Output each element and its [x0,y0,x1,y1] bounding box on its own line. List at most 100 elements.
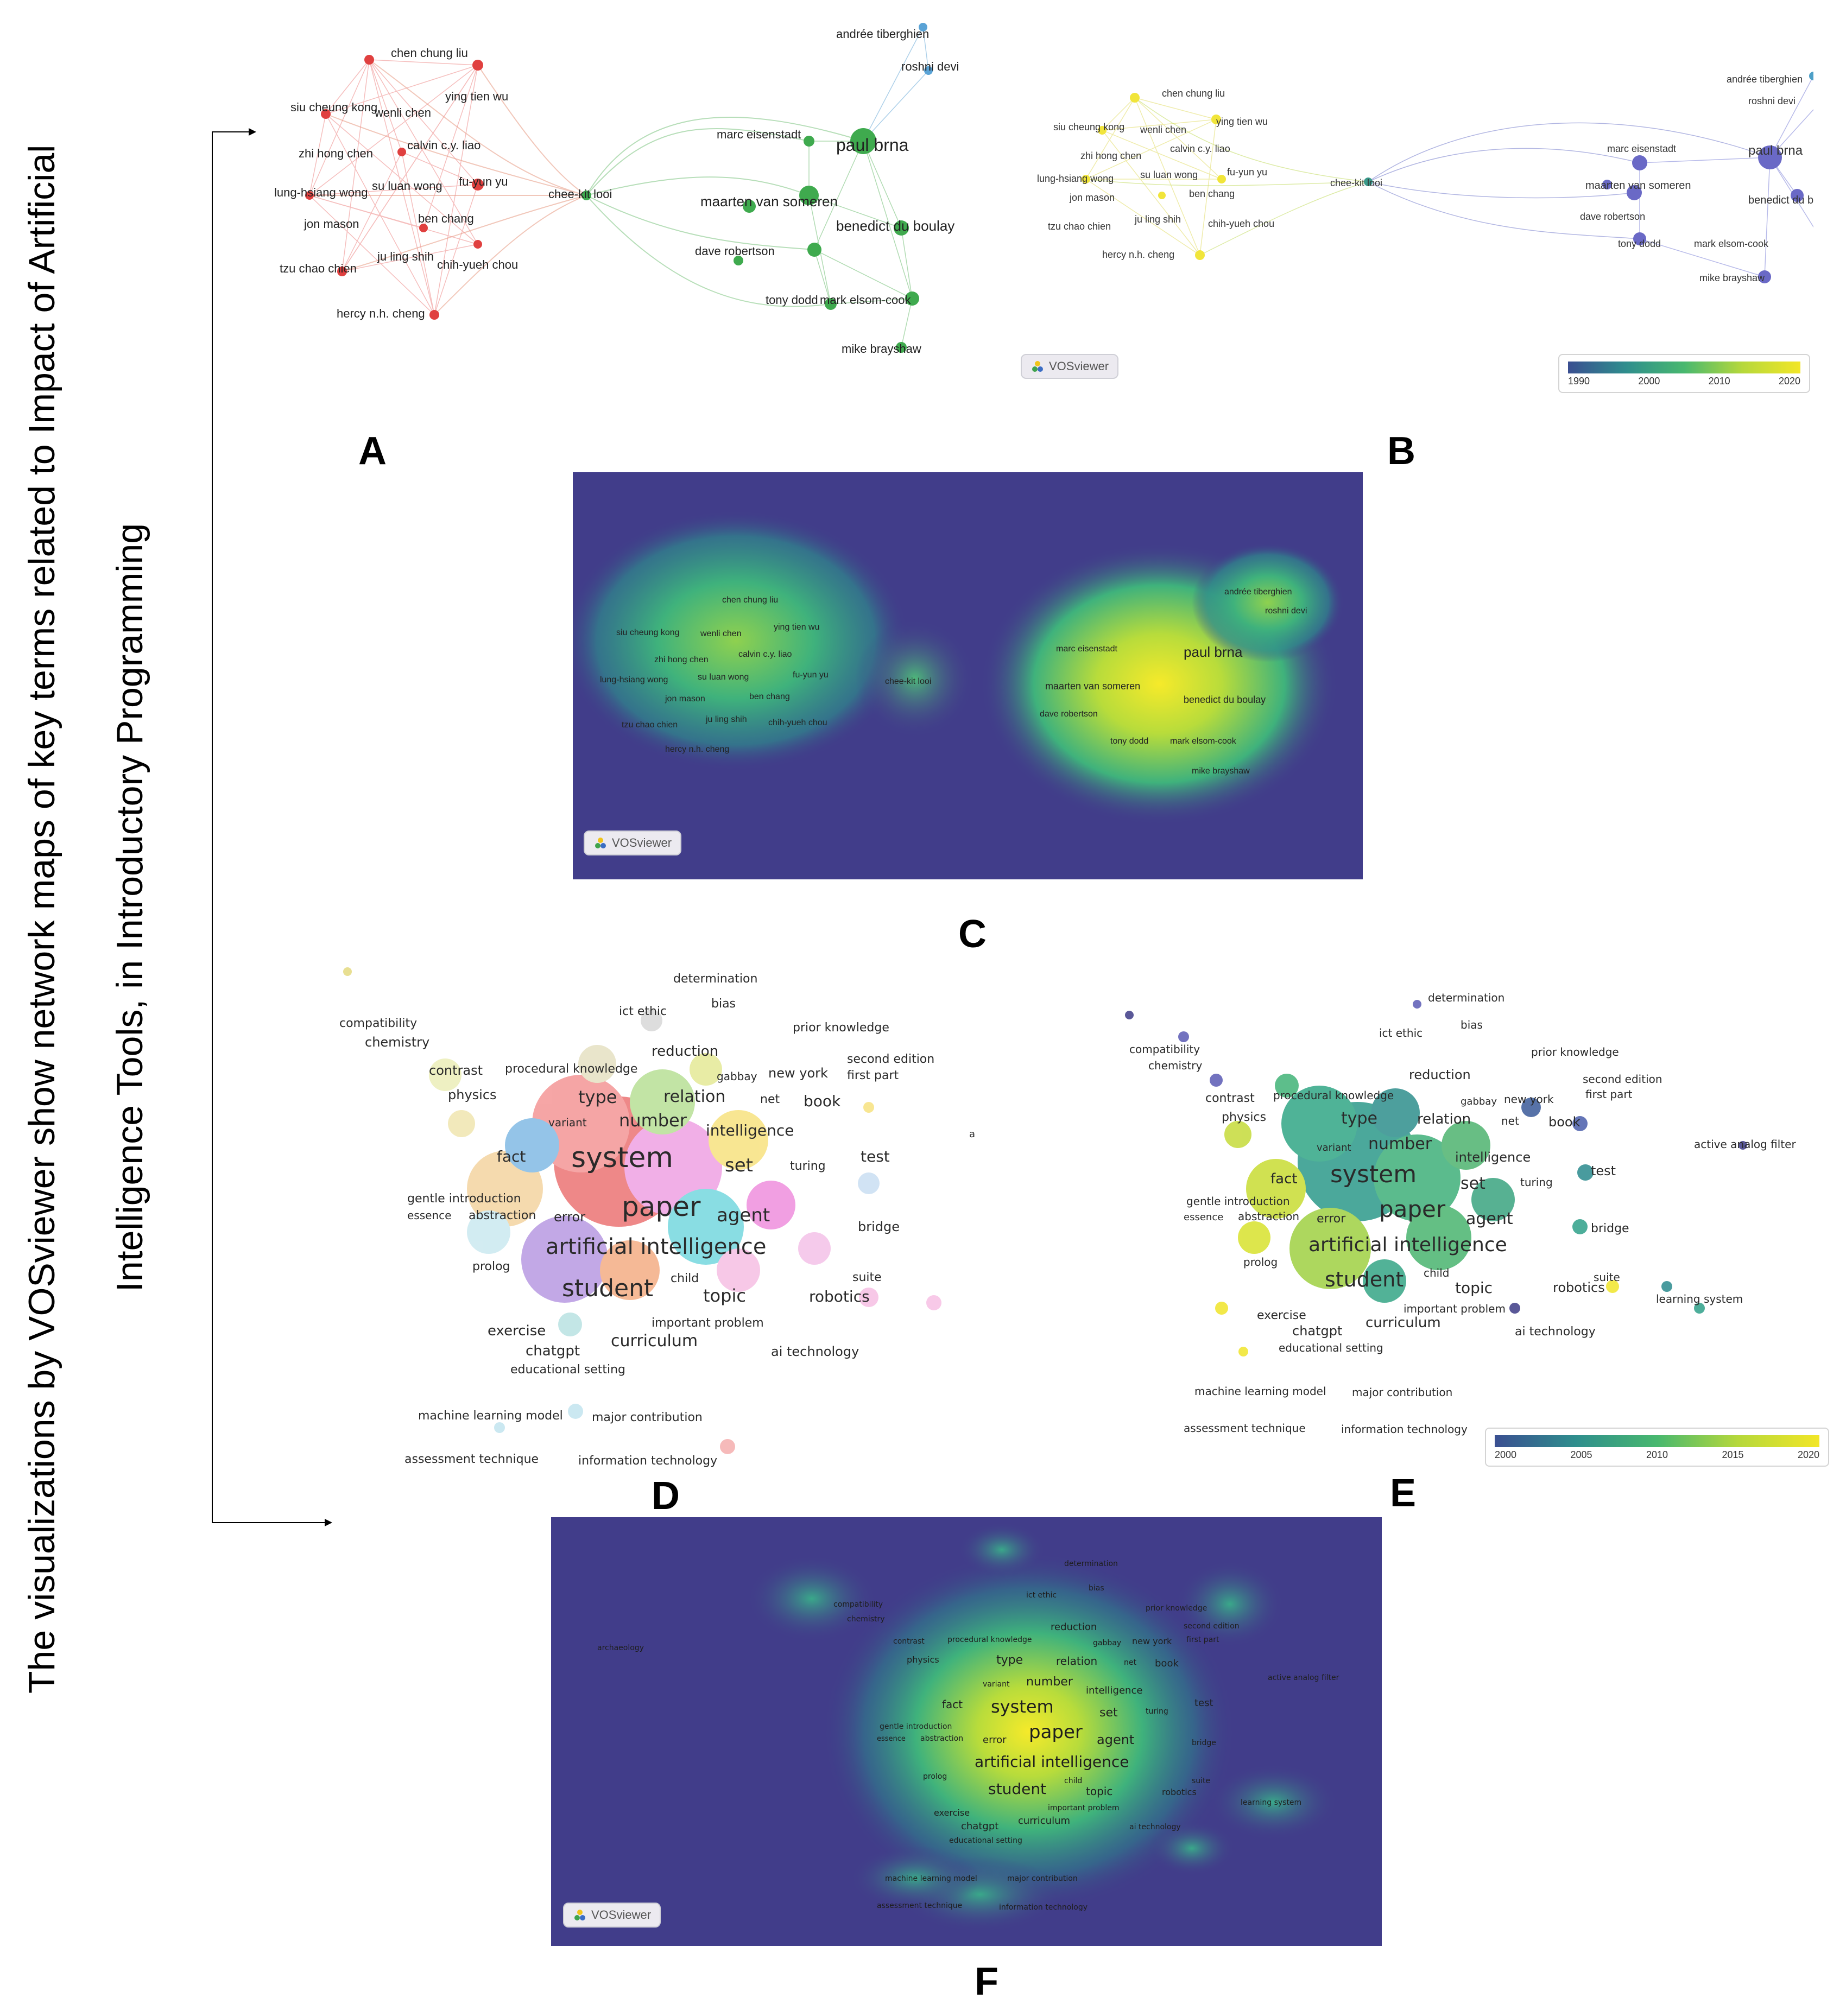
node-label-a-11: tzu chao chien [280,262,357,275]
term-label-f-24: set [1099,1706,1118,1720]
node-label-b-21: tony dodd [1618,238,1661,249]
term-label-f-13: physics [907,1654,939,1665]
term-label-d-24: set [725,1155,753,1176]
term-label-d-9: contrast [429,1063,483,1078]
term-label-d-26: test [861,1148,890,1165]
node-label-a-24: andrée tiberghien [836,27,929,41]
term-label-f-38: topic [1086,1785,1112,1798]
term-label-f-46: ai technology [1129,1823,1181,1831]
term-label-d-34: bridge [858,1219,900,1234]
term-label-d-6: reduction [652,1043,718,1060]
legend-tick-b-1: 2000 [1638,376,1660,386]
term-label-d-17: book [804,1092,841,1110]
term-label-f-33: artificial intelligence [975,1753,1129,1771]
node-label-c-14: hercy n.h. cheng [665,745,729,754]
term-label-e-24: set [1461,1174,1485,1193]
term-label-d-48: machine learning model [418,1409,563,1423]
term-label-d-43: important problem [652,1316,764,1330]
panel-d-label: D [652,1474,680,1518]
term-label-f-17: book [1155,1658,1179,1669]
node-label-a-14: hercy n.h. cheng [337,307,425,320]
term-label-d-15: relation [663,1087,725,1106]
term-label-e-22: fact [1270,1171,1298,1187]
node-label-c-9: jon mason [665,694,705,703]
term-label-f-34: bridge [1192,1739,1216,1747]
term-label-e-27: gentle introduction [1186,1195,1290,1208]
term-label-f-5: prior knowledge [1146,1604,1207,1613]
term-label-f-52: active analog filter [1268,1673,1339,1682]
vosviewer-badge-text: VOSviewer [612,836,672,849]
term-label-e-31: paper [1379,1196,1446,1222]
figure-title-line-1: The visualizations by VOSviewer show net… [21,145,62,1694]
term-label-d-50: assessment technique [404,1453,539,1466]
node-label-a-17: paul brna [836,135,909,155]
term-label-f-37: child [1064,1777,1082,1785]
legend-tick-b-0: 1990 [1568,376,1590,386]
node-label-c-5: calvin c.y. liao [738,650,792,659]
term-label-e-26: test [1591,1163,1616,1178]
legend-tick-e-3: 2015 [1722,1449,1744,1460]
term-label-d-51: information technology [578,1454,717,1468]
term-label-d-27: gentle introduction [407,1192,521,1206]
term-label-d-39: suite [852,1271,882,1284]
term-label-f-45: curriculum [1018,1815,1070,1827]
term-label-e-17: book [1548,1114,1581,1130]
node-label-c-7: su luan wong [698,673,749,682]
node-label-a-12: ju ling shih [377,250,434,263]
node-label-b-3: ying tien wu [1216,116,1268,127]
term-label-e-32: agent [1466,1209,1513,1228]
term-label-e-19: number [1368,1134,1432,1153]
term-label-d-46: ai technology [771,1344,859,1359]
term-label-d-33: artificial intelligence [546,1234,766,1259]
panel-d-network: determination bias ict ethic compatibili… [326,944,988,1476]
node-label-b-5: calvin c.y. liao [1170,143,1230,154]
node-label-c-10: ben chang [749,692,790,701]
node-label-b-7: su luan wong [1140,169,1198,180]
node-label-b-23: mike brayshaw [1699,272,1765,283]
term-label-e-34: bridge [1591,1222,1629,1235]
term-label-e-30: error [1317,1212,1346,1226]
legend-gradient-e [1495,1435,1819,1447]
vosviewer-badge-b: VOSviewer [1021,354,1119,379]
node-label-a-18: maarten van someren [700,193,838,210]
term-label-e-47: educational setting [1279,1341,1383,1354]
figure-title-line-2: Intelligence Tools, in Introductory Prog… [109,523,150,1292]
vosviewer-badge-c: VOSviewer [584,831,682,855]
panel-f-density: determination bias ict ethic compatibili… [551,1517,1382,1946]
term-label-f-28: essence [877,1735,906,1743]
term-label-d-30: error [554,1209,585,1225]
term-label-f-7: second edition [1184,1622,1240,1631]
term-label-e-41: learning system [1656,1292,1743,1305]
node-label-c-3: ying tien wu [774,623,820,632]
node-label-b-8: fu-yun yu [1227,167,1267,177]
term-label-f-26: test [1194,1697,1213,1709]
term-label-e-38: topic [1455,1279,1493,1297]
term-label-d-20: intelligence [706,1121,794,1139]
term-label-e-9: contrast [1205,1092,1255,1105]
term-label-d-4: chemistry [365,1035,429,1050]
term-label-e-0: determination [1428,991,1504,1004]
node-label-c-12: ju ling shih [705,715,747,724]
legend-tick-e-2: 2010 [1646,1449,1668,1460]
node-label-a-19: benedict du boulay [836,218,954,234]
node-label-c-21: tony dodd [1110,737,1148,746]
term-label-e-50: assessment technique [1184,1422,1306,1435]
node-label-b-20: dave robertson [1580,211,1645,222]
node-label-c-23: mike brayshaw [1192,766,1250,776]
legend-tick-b-3: 2020 [1778,376,1800,386]
panel-c-label: C [958,912,987,956]
node-label-a-3: ying tien wu [445,90,508,103]
term-label-e-51: information technology [1341,1423,1468,1436]
term-label-d-10: procedural knowledge [505,1062,637,1076]
panel-a-label: A [358,429,387,473]
node-label-c-2: wenli chen [700,629,742,638]
term-label-f-53: archaeology [597,1644,644,1652]
node-label-a-21: tony dodd [766,293,818,307]
term-label-f-15: relation [1056,1654,1097,1668]
node-label-c-4: zhi hong chen [654,655,709,664]
vosviewer-badge-f: VOSviewer [563,1903,661,1928]
vosviewer-logo-icon [595,838,606,848]
term-label-d-31: paper [622,1191,701,1222]
node-label-a-4: zhi hong chen [299,147,373,160]
node-label-b-19: benedict du boulay [1748,194,1813,206]
